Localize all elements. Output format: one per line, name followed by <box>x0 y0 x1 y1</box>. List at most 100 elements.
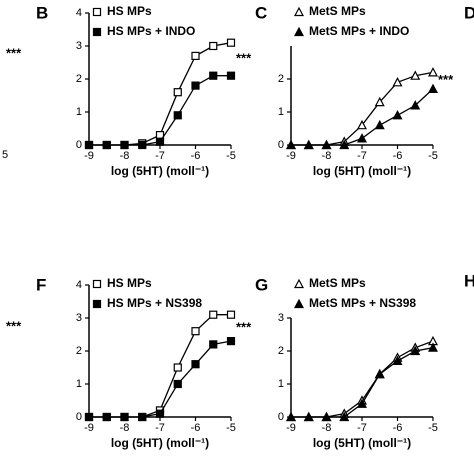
y-tick-label: 3 <box>76 312 82 324</box>
marker <box>392 355 403 365</box>
x-tick-label: -6 <box>393 150 403 162</box>
marker <box>102 412 111 422</box>
x-axis-label: log (5HT) (moll⁻¹) <box>111 436 209 450</box>
marker <box>209 340 218 349</box>
y-tick-label: 0 <box>76 139 82 151</box>
marker <box>191 327 200 336</box>
y-tick-label: 0 <box>278 139 284 151</box>
edge-letter: H <box>464 271 474 290</box>
marker <box>392 110 403 120</box>
marker <box>357 119 367 130</box>
legend-label: HS MPs <box>107 276 152 290</box>
marker <box>138 140 147 150</box>
marker <box>410 100 421 110</box>
y-tick-label: 4 <box>76 7 82 19</box>
y-tick-label: 2 <box>76 345 82 357</box>
y-tick-label: 3 <box>76 40 82 52</box>
marker <box>173 88 182 97</box>
x-tick-label: -5 <box>428 150 438 162</box>
x-tick-label: -6 <box>191 422 201 434</box>
series-line <box>89 314 231 418</box>
marker <box>209 310 218 319</box>
x-tick-label: -7 <box>155 422 165 434</box>
marker <box>374 96 385 107</box>
annotation: *** <box>438 72 454 87</box>
legend-marker <box>92 279 102 289</box>
legend-label: HS MPs + INDO <box>107 24 195 38</box>
legend-marker <box>92 7 102 17</box>
marker <box>374 119 385 130</box>
y-tick-label: 0 <box>76 411 82 423</box>
legend-marker <box>92 27 102 37</box>
x-axis-label: log (5HT) (moll⁻¹) <box>313 164 411 178</box>
series-line <box>89 340 232 418</box>
marker <box>173 111 182 120</box>
series-line <box>89 42 232 146</box>
legend-label: HS MPs <box>107 4 152 18</box>
marker <box>286 139 296 150</box>
y-tick-label: 2 <box>278 345 284 357</box>
x-tick-label: -9 <box>286 422 296 434</box>
x-tick-label: -9 <box>286 150 296 162</box>
marker <box>191 51 200 61</box>
marker <box>84 412 94 422</box>
marker <box>138 412 147 422</box>
x-tick-label: -9 <box>84 422 94 434</box>
marker <box>286 411 296 422</box>
y-tick-label: 0 <box>278 411 284 423</box>
marker <box>410 70 421 80</box>
x-tick-label: -7 <box>155 150 165 162</box>
x-tick-label: -5 <box>226 422 236 434</box>
edge-letter: D <box>464 3 474 22</box>
y-tick-label: 2 <box>76 73 82 85</box>
marker <box>374 368 385 379</box>
y-tick-label: 1 <box>76 106 82 118</box>
marker <box>428 342 438 352</box>
legend-marker <box>92 299 102 309</box>
marker <box>155 409 165 418</box>
marker <box>428 67 438 77</box>
y-tick-label: 2 <box>278 73 284 85</box>
marker <box>84 140 94 150</box>
marker <box>303 139 314 150</box>
annotation: *** <box>236 319 252 334</box>
y-tick-label: 1 <box>278 378 284 390</box>
marker <box>209 41 218 51</box>
marker <box>226 71 236 80</box>
legend-label: MetS MPs <box>309 4 366 18</box>
legend-marker <box>294 26 304 37</box>
marker <box>357 133 367 143</box>
panel-letter: F <box>36 275 46 294</box>
edge-annotation: *** <box>6 45 22 60</box>
marker <box>410 345 421 356</box>
x-tick-label: -8 <box>322 150 332 162</box>
panel-letter: C <box>255 3 267 22</box>
legend-label: MetS MPs <box>309 276 366 290</box>
x-tick-label: -8 <box>322 422 332 434</box>
x-axis-label: log (5HT) (moll⁻¹) <box>111 164 209 178</box>
marker <box>339 139 350 150</box>
marker <box>392 77 403 87</box>
panel-letter: B <box>36 3 48 22</box>
legend-marker <box>294 6 304 17</box>
x-tick-label: -8 <box>120 150 130 162</box>
marker <box>120 140 129 150</box>
annotation: *** <box>236 51 252 66</box>
marker <box>303 411 314 422</box>
marker <box>226 310 236 319</box>
x-tick-label: -5 <box>226 150 236 162</box>
legend-label: MetS MPs + NS398 <box>309 296 416 310</box>
marker <box>321 411 332 422</box>
y-tick-label: 1 <box>278 106 284 118</box>
legend-marker <box>294 278 304 289</box>
x-tick-label: -7 <box>357 422 367 434</box>
edge-tick: 5 <box>2 149 8 161</box>
marker <box>173 363 182 372</box>
panel-letter: G <box>255 275 268 294</box>
y-tick-label: 4 <box>76 279 82 291</box>
legend-label: MetS MPs + INDO <box>309 24 409 38</box>
x-tick-label: -6 <box>191 150 201 162</box>
marker <box>226 38 236 47</box>
x-tick-label: -5 <box>428 422 438 434</box>
marker <box>155 137 165 146</box>
